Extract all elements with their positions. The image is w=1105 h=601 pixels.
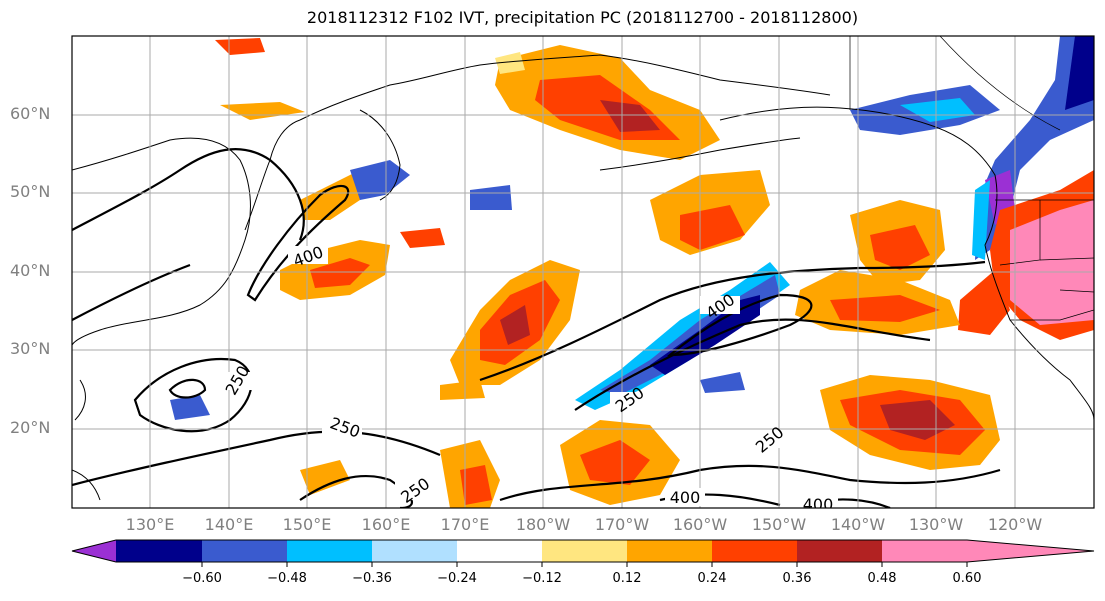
colorbar-cell — [372, 540, 457, 562]
lat-label: 20°N — [10, 418, 51, 437]
colorbar-tick-label: −0.60 — [182, 571, 222, 586]
colorbar-cell — [712, 540, 797, 562]
lon-label: 160°E — [361, 515, 411, 534]
colorbar-cell — [202, 540, 287, 562]
lat-label: 60°N — [10, 104, 51, 123]
lat-label: 30°N — [10, 339, 51, 358]
map-frame — [71, 35, 1095, 509]
gridlines — [72, 36, 1094, 508]
colorbar-tick-label: 0.12 — [612, 571, 642, 586]
colorbar-cell — [287, 540, 372, 562]
precipitation-shading — [170, 36, 1094, 508]
colorbar-cell — [542, 540, 627, 562]
colorbar-tick-label: −0.36 — [352, 571, 392, 586]
colorbar-tick-label: 0.36 — [782, 571, 812, 586]
colorbar-cell — [457, 540, 542, 562]
lon-label: 130°E — [125, 515, 175, 534]
map-plot-area: 400 400 250 250 250 250 250 400 400 — [72, 36, 1094, 514]
lat-label: 40°N — [10, 261, 51, 280]
colorbar-extend-high — [967, 540, 1094, 562]
lon-label: 140°W — [830, 515, 886, 534]
colorbar-tick-label: −0.12 — [522, 571, 562, 586]
lon-label: 150°W — [751, 515, 807, 534]
lon-label: 170°E — [440, 515, 490, 534]
colorbar-tick-label: 0.60 — [952, 571, 982, 586]
map-title: 2018112312 F102 IVT, precipitation PC (2… — [306, 8, 859, 27]
colorbar-cell — [116, 540, 202, 562]
contour-label: 400 — [803, 495, 834, 514]
lon-label: 130°W — [908, 515, 964, 534]
colorbar-extend-low — [72, 540, 116, 562]
coastlines — [72, 54, 1094, 501]
borders — [849, 36, 1094, 321]
colorbar-tick-label: 0.48 — [867, 571, 897, 586]
colorbar-cell — [797, 540, 882, 562]
colorbar-tick-label: −0.24 — [437, 571, 477, 586]
colorbar — [71, 539, 1095, 567]
lon-label: 140°E — [204, 515, 254, 534]
lon-label: 150°E — [282, 515, 332, 534]
lat-label: 50°N — [10, 182, 51, 201]
contour-label: 400 — [670, 488, 701, 507]
colorbar-cell — [627, 540, 712, 562]
colorbar-tick-label: 0.24 — [697, 571, 727, 586]
lon-label: 180°W — [515, 515, 571, 534]
lon-label: 170°W — [594, 515, 650, 534]
colorbar-cell — [882, 540, 967, 562]
lon-label: 160°W — [672, 515, 728, 534]
lon-label: 120°W — [987, 515, 1043, 534]
colorbar-tick-label: −0.48 — [267, 571, 307, 586]
